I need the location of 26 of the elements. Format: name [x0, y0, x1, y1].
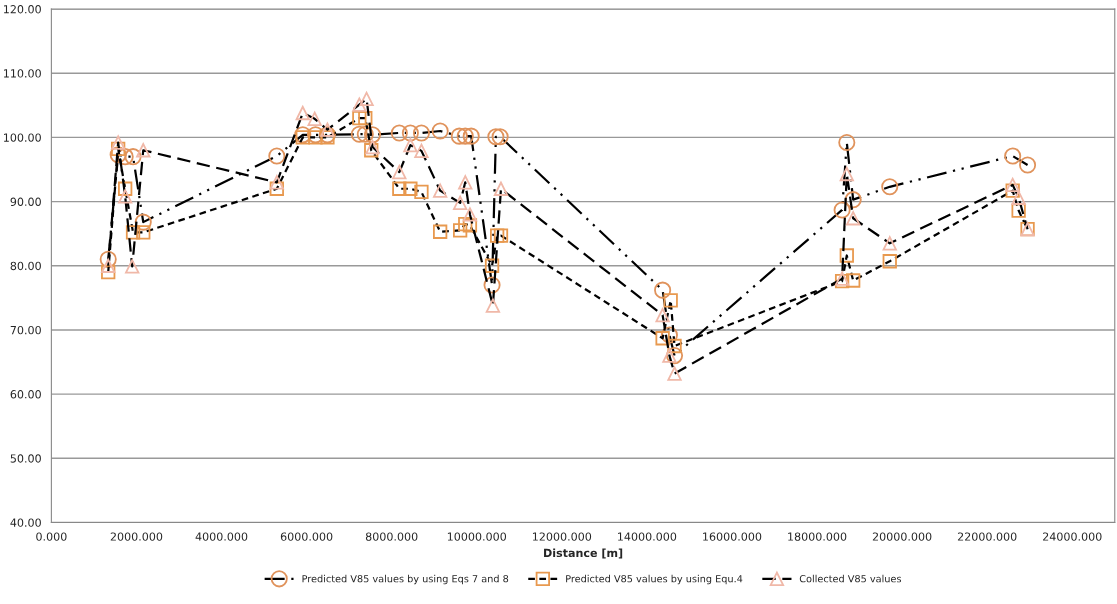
x-tick-label: 22000.000 — [957, 532, 1017, 541]
x-tick-label: 18000.000 — [788, 532, 847, 541]
y-tick-label: 70.00 — [10, 325, 41, 335]
legend-label: Predicted V85 values by using Eqs 7 and 8 — [302, 574, 509, 585]
x-tick-label: 8000.000 — [365, 532, 418, 541]
x-tick-label: 24000.000 — [1043, 532, 1102, 541]
y-tick-label: 100.00 — [4, 133, 41, 142]
x-tick-label: 10000.000 — [447, 532, 507, 541]
x-tick-label: 6000.000 — [280, 532, 333, 541]
legend-label: Predicted V85 values by using Equ.4 — [566, 574, 743, 585]
x-axis-title: Distance [m] — [544, 548, 623, 559]
x-tick-label: 2000.000 — [110, 532, 163, 541]
y-tick-label: 110.00 — [4, 69, 41, 78]
x-tick-label: 14000.000 — [618, 532, 677, 541]
x-tick-label: 16000.000 — [703, 532, 762, 541]
y-tick-label: 50.00 — [10, 454, 41, 463]
legend-label: Collected V85 values — [799, 574, 902, 583]
y-tick-label: 60.00 — [10, 390, 41, 399]
y-tick-label: 120.00 — [4, 5, 41, 14]
y-tick-label: 80.00 — [10, 261, 41, 271]
y-tick-label: 90.00 — [10, 197, 41, 206]
x-tick-label: 0.000 — [36, 532, 67, 541]
x-tick-label: 20000.000 — [872, 532, 932, 541]
x-tick-label: 4000.000 — [195, 532, 248, 541]
x-tick-label: 12000.000 — [532, 532, 592, 541]
y-tick-label: 40.00 — [10, 518, 41, 527]
